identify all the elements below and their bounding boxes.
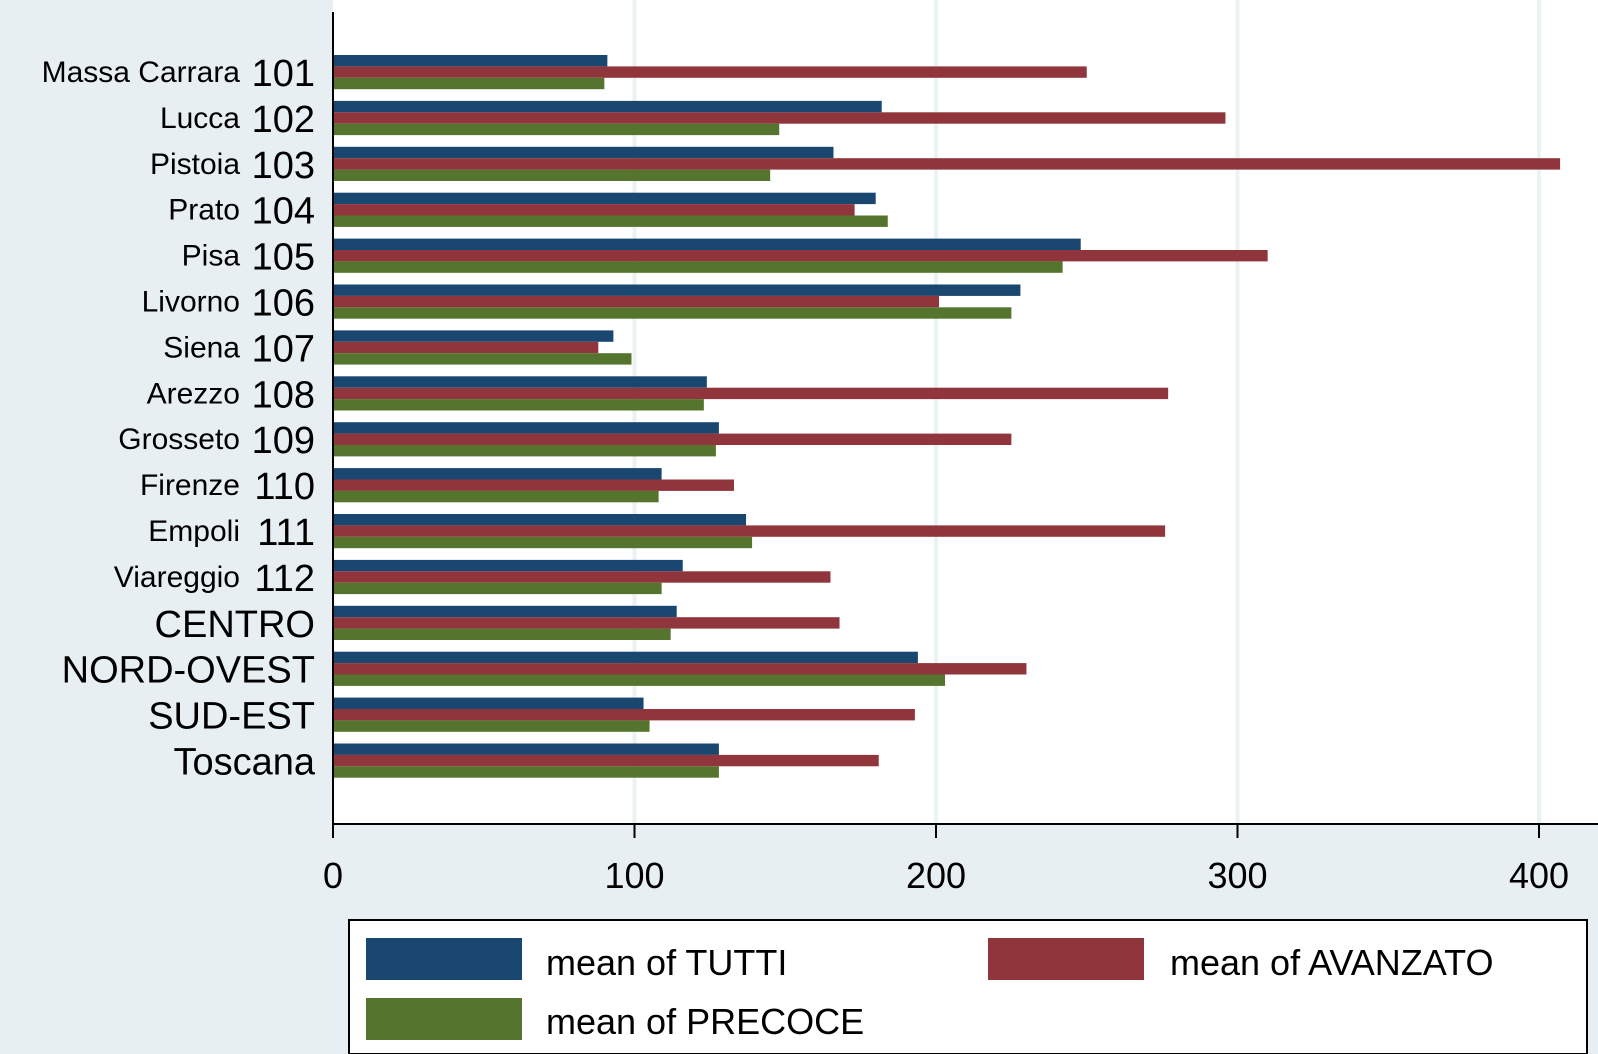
legend: mean of TUTTI mean of AVANZATO mean of PRE… (348, 919, 1588, 1054)
category-code-9: 110 (254, 466, 315, 508)
bar-10-2 (333, 536, 753, 549)
category-code-2: 103 (252, 145, 315, 187)
bar-2-1 (333, 158, 1561, 170)
bar-15-0 (333, 743, 719, 755)
category-name-5: Livorno (142, 286, 240, 319)
bar-1-0 (333, 100, 882, 113)
category-name-8: Grosseto (118, 423, 240, 456)
bar-8-2 (333, 445, 716, 457)
category-name-1: Lucca (160, 102, 240, 135)
bar-13-0 (333, 651, 918, 664)
bar-9-1 (333, 479, 734, 491)
category-code-3: 104 (252, 191, 315, 233)
bar-14-0 (333, 697, 644, 709)
category-code-6: 107 (252, 328, 315, 370)
bar-1-1 (333, 112, 1226, 124)
category-code-8: 109 (252, 420, 315, 462)
bar-7-1 (333, 387, 1169, 400)
category-label-15: Toscana (173, 742, 315, 784)
legend-label-0: mean of TUTTI (546, 942, 787, 983)
category-name-9: Firenze (140, 469, 240, 502)
category-code-4: 105 (252, 237, 315, 279)
category-name-6: Siena (163, 331, 240, 364)
x-tick-labels: 0 100 200 300 400 (323, 855, 1569, 896)
bar-7-0 (333, 376, 707, 388)
category-labels: Massa Carrara 101 Lucca 102 Pistoia 103 Prato 1… (42, 53, 316, 784)
category-name-4: Pisa (182, 240, 241, 273)
category-label-14: SUD-EST (148, 696, 315, 738)
bar-1-2 (333, 123, 780, 136)
bar-11-1 (333, 571, 831, 583)
bar-10-1 (333, 525, 1166, 537)
x-tick-label-1: 100 (604, 855, 664, 896)
bar-10-0 (333, 514, 747, 526)
legend-swatch-1 (988, 938, 1144, 980)
category-code-11: 112 (254, 558, 315, 600)
x-tick-label-2: 200 (906, 855, 966, 896)
legend-label-2: mean of PRECOCE (546, 1001, 864, 1042)
bar-6-2 (333, 353, 632, 365)
category-code-10: 111 (257, 512, 315, 554)
bar-14-1 (333, 709, 915, 721)
category-name-3: Prato (168, 194, 240, 227)
category-name-0: Massa Carrara (42, 56, 241, 89)
x-tick-label-4: 400 (1509, 855, 1569, 896)
bar-14-2 (333, 720, 650, 732)
bar-15-1 (333, 754, 879, 767)
bar-3-1 (333, 204, 855, 216)
category-name-11: Viareggio (114, 561, 240, 594)
category-code-0: 101 (252, 53, 315, 95)
bar-9-2 (333, 490, 659, 503)
bar-3-2 (333, 215, 888, 227)
bar-13-1 (333, 663, 1027, 675)
bar-8-1 (333, 433, 1012, 445)
category-name-2: Pistoia (150, 148, 240, 181)
bars (333, 55, 1561, 778)
bar-13-2 (333, 674, 946, 686)
bar-12-0 (333, 605, 677, 618)
bar-0-1 (333, 66, 1087, 78)
category-code-7: 108 (252, 374, 315, 416)
bar-6-1 (333, 341, 599, 354)
bar-4-2 (333, 261, 1063, 273)
bar-8-0 (333, 422, 719, 434)
bar-5-2 (333, 307, 1012, 319)
plot-region (333, 0, 1598, 824)
bar-9-0 (333, 468, 662, 480)
bar-5-1 (333, 295, 940, 308)
bar-15-2 (333, 766, 719, 778)
bar-4-1 (333, 250, 1268, 262)
category-name-7: Arezzo (147, 377, 240, 410)
x-tick-label-0: 0 (323, 855, 343, 896)
legend-swatch-0 (366, 938, 522, 980)
category-name-10: Empoli (148, 515, 240, 548)
legend-box (348, 919, 1588, 1054)
bar-4-0 (333, 238, 1081, 250)
bar-3-0 (333, 192, 876, 205)
bar-5-0 (333, 284, 1021, 296)
bar-2-0 (333, 146, 834, 159)
category-code-1: 102 (252, 99, 315, 141)
axes (332, 12, 1598, 838)
category-code-5: 106 (252, 283, 315, 325)
bar-0-2 (333, 77, 605, 90)
bar-0-0 (333, 55, 608, 67)
category-label-13: NORD-OVEST (62, 650, 315, 692)
category-label-12: CENTRO (155, 604, 315, 646)
bar-2-2 (333, 169, 771, 181)
bar-12-1 (333, 617, 840, 629)
bar-11-0 (333, 559, 683, 572)
legend-swatch-2 (366, 998, 522, 1040)
bar-12-2 (333, 628, 671, 640)
grid-lines (632, 0, 1541, 824)
legend-label-1: mean of AVANZATO (1170, 942, 1493, 983)
x-tick-label-3: 300 (1207, 855, 1267, 896)
bar-7-2 (333, 399, 704, 411)
bar-6-0 (333, 330, 614, 342)
bar-11-2 (333, 582, 662, 595)
